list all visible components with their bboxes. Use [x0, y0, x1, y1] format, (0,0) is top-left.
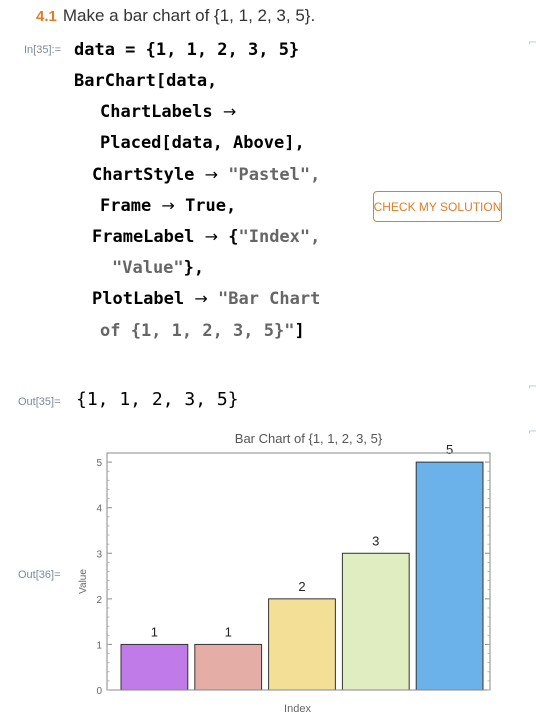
y-axis-label: Value — [78, 569, 89, 594]
bar-data-label: 1 — [151, 624, 158, 639]
exercise-heading: 4.1 Make a bar chart of {1, 1, 2, 3, 5}. — [36, 6, 315, 30]
cell-bracket-icon[interactable]: ⌐ — [528, 36, 536, 49]
check-solution-button[interactable]: CHECK MY SOLUTION — [373, 191, 502, 222]
output-cell-label: Out[36]= — [18, 569, 61, 581]
bar — [268, 598, 336, 691]
bar — [341, 552, 410, 691]
code-line-9: PlotLabel → "Bar Chart — [92, 289, 321, 309]
bar-data-label: 2 — [298, 579, 305, 594]
code-line-6: Frame → True, — [100, 196, 237, 216]
cell-bracket-icon[interactable]: ⌐ — [528, 425, 536, 438]
bar — [415, 461, 484, 691]
y-tick-label: 5 — [96, 458, 102, 469]
bar — [120, 643, 189, 691]
y-tick-label: 1 — [96, 640, 102, 651]
code-line-3: ChartLabels → — [100, 102, 237, 122]
chart-title: Bar Chart of {1, 1, 2, 3, 5} — [235, 431, 383, 446]
bar-data-label: 1 — [225, 624, 232, 639]
output-list: {1, 1, 2, 3, 5} — [76, 389, 239, 410]
code-line-1: data = {1, 1, 2, 3, 5} — [74, 40, 300, 60]
y-tick-label: 2 — [96, 595, 102, 606]
bar-data-label: 3 — [372, 533, 379, 548]
exercise-number: 4.1 — [36, 8, 57, 25]
input-cell-label: In[35]:= — [24, 44, 62, 56]
bar — [194, 643, 263, 691]
bar-data-label: 5 — [446, 442, 453, 457]
cell-bracket-icon[interactable]: ⌐ — [528, 380, 536, 393]
y-tick-label: 0 — [96, 686, 102, 697]
output-cell-label: Out[35]= — [18, 396, 61, 408]
y-tick-label: 4 — [96, 504, 102, 515]
bar-chart: Bar Chart of {1, 1, 2, 3, 5} 1 1 2 3 5 0 1 2 3 4 5 I… — [78, 431, 491, 715]
x-axis-label: Index — [284, 703, 311, 715]
code-line-2: BarChart[data, — [74, 71, 218, 91]
y-tick-label: 3 — [96, 549, 102, 560]
code-line-7: FrameLabel → {"Index", — [92, 227, 321, 247]
code-line-10: of {1, 1, 2, 3, 5}"] — [100, 321, 305, 341]
exercise-prompt: Make a bar chart of {1, 1, 2, 3, 5}. — [62, 6, 316, 25]
code-line-8: "Value"}, — [112, 258, 205, 278]
code-line-5: ChartStyle → "Pastel", — [92, 165, 321, 185]
code-line-4: Placed[data, Above], — [100, 133, 305, 153]
